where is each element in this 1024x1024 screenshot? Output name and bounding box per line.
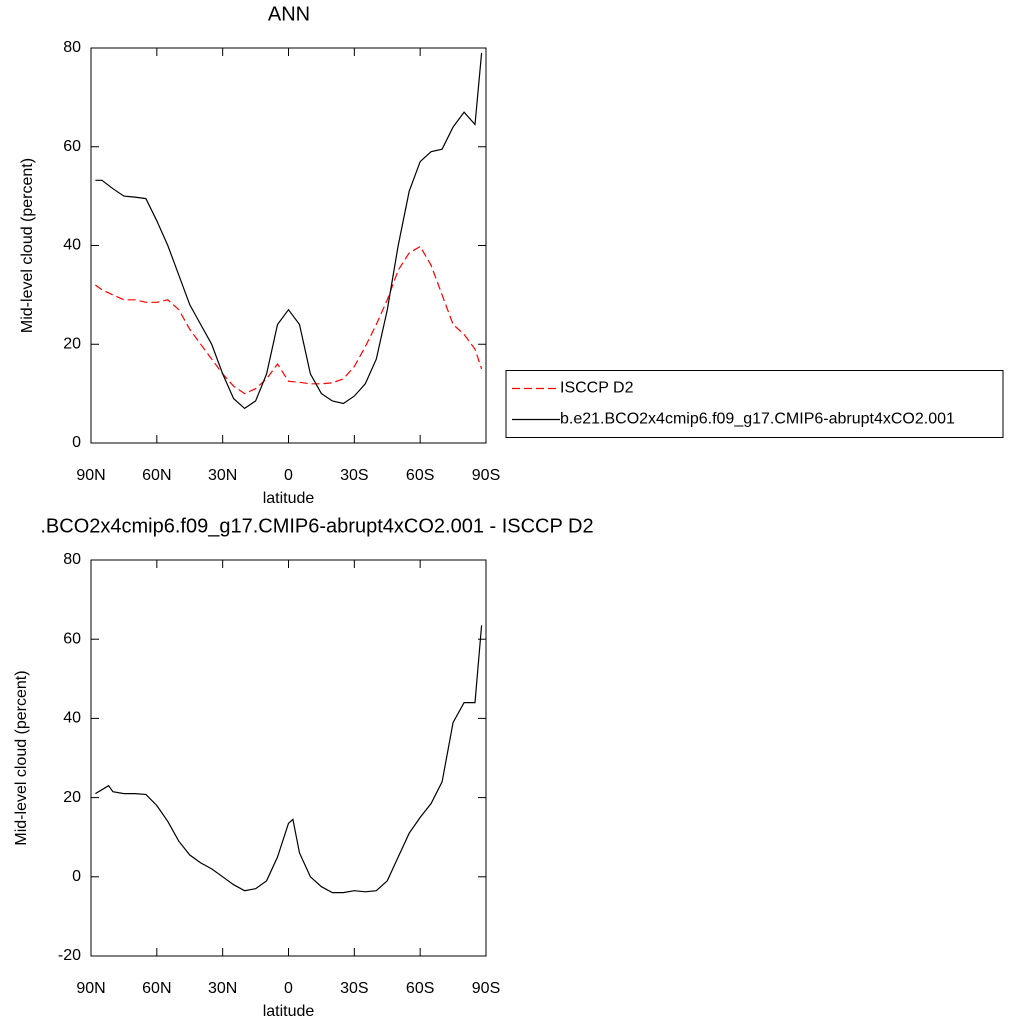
data-line [95,625,483,894]
x-tick-label: 90N [76,980,105,997]
x-axis-label: latitude [263,490,315,507]
y-tick-label: 80 [63,39,81,56]
x-tick-label: 90S [472,980,500,997]
y-tick-label: 0 [72,868,81,885]
y-tick-label: 60 [63,630,81,647]
y-tick-label: 40 [63,237,81,254]
x-tick-label: 30S [340,980,368,997]
x-tick-label: 0 [284,467,293,484]
x-tick-label: 30N [208,980,237,997]
y-tick-label: 60 [63,138,81,155]
x-tick-label: 30S [340,467,368,484]
x-tick-label: 90S [472,467,500,484]
chart-title: .BCO2x4cmip6.f09_g17.CMIP6-abrupt4xCO2.0… [40,515,593,537]
legend-label: ISCCP D2 [560,380,634,397]
y-tick-label: 20 [63,789,81,806]
y-tick-label: -20 [58,947,81,964]
x-tick-label: 30N [208,467,237,484]
plot-frame [90,47,487,444]
x-tick-label: 60S [406,467,434,484]
y-tick-label: 0 [72,434,81,451]
y-tick-label: 40 [63,710,81,727]
y-axis-label: Mid-level cloud (percent) [19,158,36,333]
data-line [95,245,483,395]
x-tick-label: 0 [284,980,293,997]
x-tick-label: 60S [406,980,434,997]
chart-title: ANN [268,3,310,25]
y-tick-label: 80 [63,551,81,568]
y-tick-label: 20 [63,335,81,352]
y-axis-label: Mid-level cloud (percent) [13,670,30,845]
data-line [95,52,483,410]
x-tick-label: 90N [76,467,105,484]
plot-frame [90,559,487,957]
legend-box [505,370,1004,438]
legend-label: b.e21.BCO2x4cmip6.f09_g17.CMIP6-abrupt4x… [560,411,955,428]
x-axis-label: latitude [263,1003,315,1020]
x-tick-label: 60N [142,980,171,997]
x-tick-label: 60N [142,467,171,484]
